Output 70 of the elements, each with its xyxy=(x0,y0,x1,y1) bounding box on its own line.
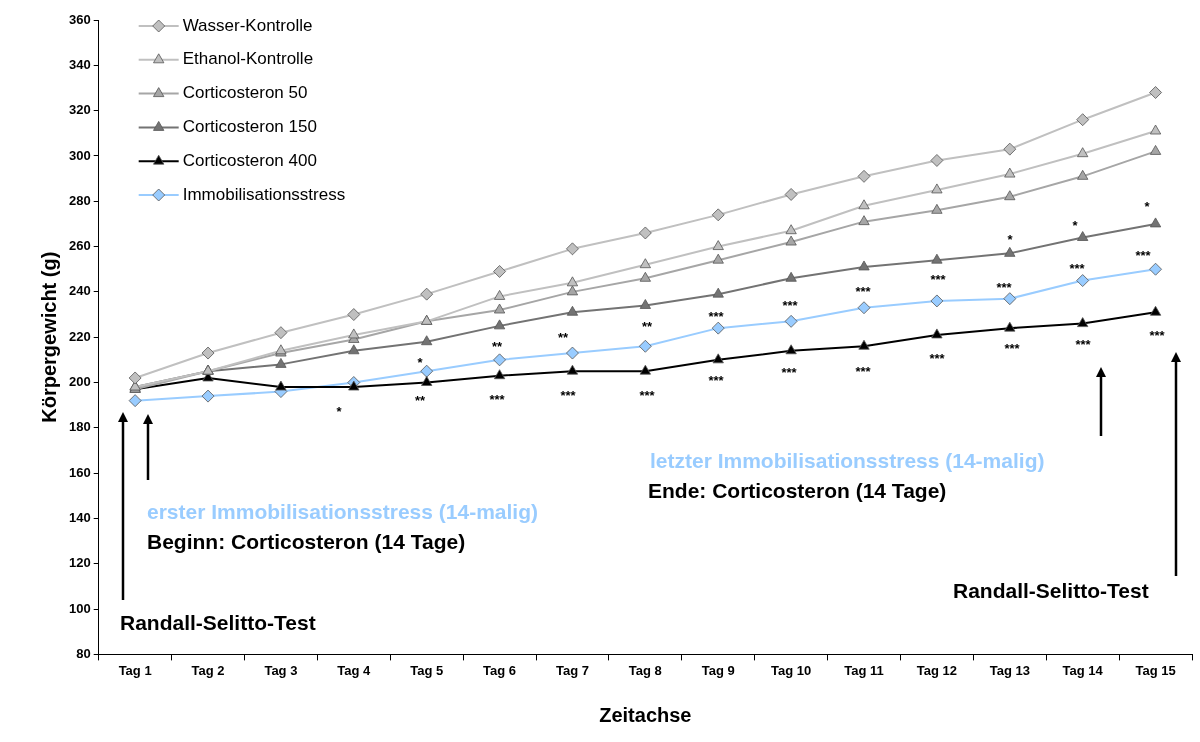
annotation: *** xyxy=(782,297,799,313)
x-tick-label: Tag 7 xyxy=(555,662,589,678)
x-tick-label: Tag 13 xyxy=(989,662,1030,678)
y-tick-label: 120 xyxy=(68,555,91,571)
y-tick-label: 220 xyxy=(68,328,91,344)
annotation: *** xyxy=(1075,336,1092,352)
legend-label: Wasser-Kontrolle xyxy=(182,15,313,35)
annotation: Randall-Selitto-Test xyxy=(953,578,1149,602)
legend-label: Corticosteron 150 xyxy=(182,117,317,137)
annotation: *** xyxy=(1149,327,1166,343)
x-tick-label: Tag 9 xyxy=(701,662,735,678)
annotation: Ende: Corticosteron (14 Tage) xyxy=(648,478,947,502)
annotation: Randall-Selitto-Test xyxy=(120,610,316,634)
annotation: *** xyxy=(855,363,872,379)
annotation: letzter Immobilisationsstress (14-malig) xyxy=(650,448,1045,472)
annotation: *** xyxy=(489,391,506,407)
legend-label: Ethanol-Kontrolle xyxy=(182,49,314,69)
annotation: *** xyxy=(996,279,1013,295)
x-tick-label: Tag 10 xyxy=(771,662,812,678)
x-tick-label: Tag 12 xyxy=(916,662,957,678)
annotation: erster Immobilisationsstress (14-malig) xyxy=(147,499,538,523)
annotation: ** xyxy=(491,338,503,354)
annotation: *** xyxy=(855,283,872,299)
y-tick-label: 100 xyxy=(68,600,91,616)
annotation: *** xyxy=(560,387,577,403)
y-tick-label: 360 xyxy=(68,11,91,27)
x-tick-label: Tag 11 xyxy=(844,662,884,678)
legend-label: Corticosteron 50 xyxy=(182,83,308,103)
annotation: *** xyxy=(1069,260,1086,276)
x-tick-label: Tag 6 xyxy=(483,662,517,678)
annotation: ** xyxy=(557,329,569,345)
annotation: ** xyxy=(641,318,653,334)
annotation: *** xyxy=(929,350,946,366)
y-tick-label: 260 xyxy=(68,238,91,254)
x-tick-label: Tag 5 xyxy=(410,662,444,678)
y-tick-label: 200 xyxy=(68,374,91,390)
y-tick-label: 300 xyxy=(68,147,91,163)
y-tick-label: 240 xyxy=(68,283,91,299)
annotation: *** xyxy=(708,372,725,388)
y-tick-label: 180 xyxy=(68,419,91,435)
annotation: *** xyxy=(1004,340,1021,356)
x-tick-label: Tag 14 xyxy=(1062,662,1104,678)
annotation: *** xyxy=(639,387,656,403)
annotation: *** xyxy=(930,271,947,287)
annotation: ** xyxy=(414,392,426,408)
annotation: *** xyxy=(781,364,798,380)
x-tick-label: Tag 3 xyxy=(264,662,298,678)
y-tick-label: 280 xyxy=(68,192,91,208)
y-tick-label: 80 xyxy=(76,645,91,661)
y-tick-label: 320 xyxy=(68,102,91,118)
annotation: * xyxy=(1144,198,1151,214)
y-tick-label: 160 xyxy=(68,464,91,480)
x-tick-label: Tag 4 xyxy=(337,662,372,678)
annotation: * xyxy=(1007,231,1014,247)
x-tick-label: Tag 2 xyxy=(191,662,225,678)
legend-label: Immobilisationsstress xyxy=(182,184,346,204)
x-tick-label: Tag 15 xyxy=(1135,662,1176,678)
annotation: *** xyxy=(1135,247,1152,263)
annotation: * xyxy=(336,403,343,419)
annotation: *** xyxy=(708,308,725,324)
y-axis-title: Körpergewicht (g) xyxy=(37,251,60,423)
y-tick-label: 340 xyxy=(68,56,91,72)
annotation: * xyxy=(417,354,424,370)
legend-label: Corticosteron 400 xyxy=(182,150,317,170)
y-tick-label: 140 xyxy=(68,510,91,526)
annotation: Beginn: Corticosteron (14 Tage) xyxy=(147,529,466,553)
x-axis-title: Zeitachse xyxy=(599,703,692,726)
x-tick-label: Tag 1 xyxy=(118,662,152,678)
annotation: * xyxy=(1072,217,1079,233)
x-tick-label: Tag 8 xyxy=(628,662,662,678)
